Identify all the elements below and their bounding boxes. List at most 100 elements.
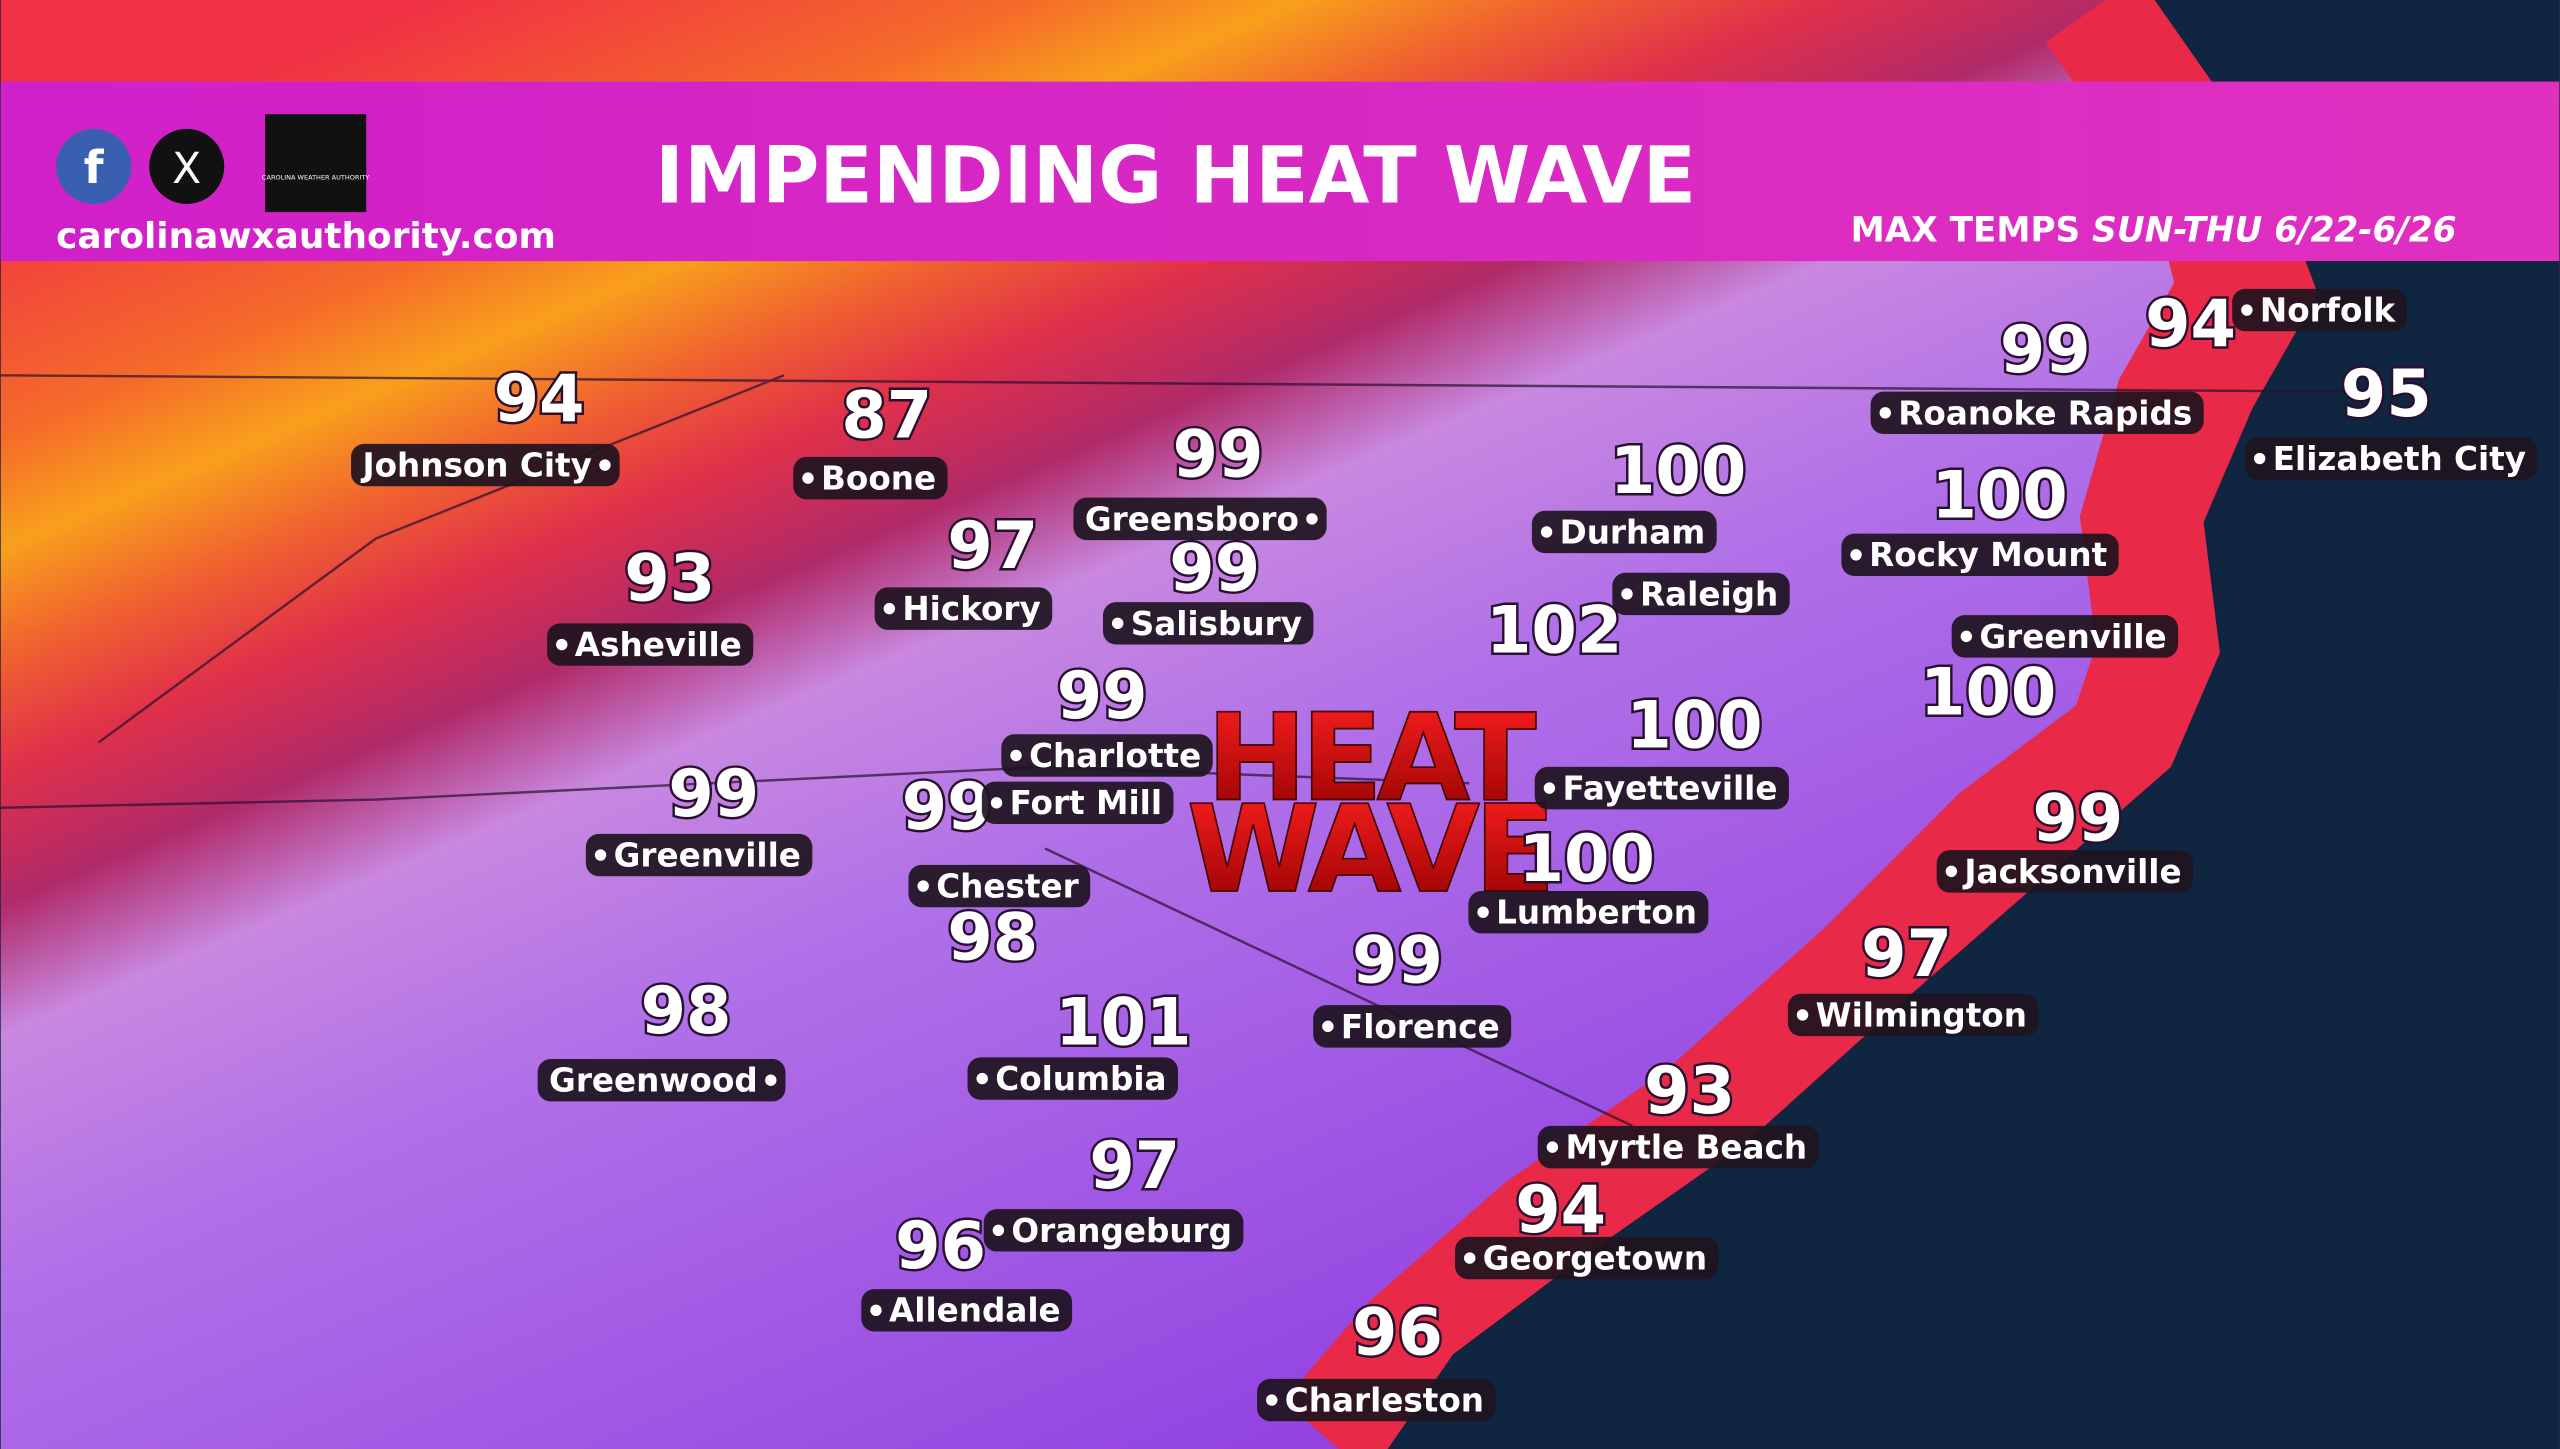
temperature: 93: [1644, 1053, 1735, 1129]
label-pill: [1787, 993, 2039, 1037]
city-label: Orangeburg: [983, 1209, 1244, 1252]
city-label: Allendale: [861, 1289, 1073, 1332]
label-pill: [967, 1057, 1179, 1100]
temperature: 99: [902, 769, 993, 845]
city-name: Wilmington: [1816, 996, 2027, 1034]
city-label: Johnson City: [351, 443, 620, 487]
city-name: Fort Mill: [1010, 784, 1162, 822]
city-label: Hickory: [874, 587, 1053, 630]
city-dot: [556, 638, 568, 651]
city-name: Elizabeth City: [2273, 440, 2526, 478]
facebook-glyph: f: [84, 141, 105, 194]
city-name: Durham: [1560, 513, 1706, 551]
city-label: Salisbury: [1103, 602, 1314, 645]
city-label: Roanoke Rapids: [1870, 391, 2204, 435]
label-pill: [537, 1059, 786, 1102]
city-label: Fayetteville: [1534, 766, 1789, 810]
website[interactable]: carolinawxauthority.com: [56, 216, 556, 257]
temperature: 100: [1519, 821, 1655, 897]
temperature: 99: [2033, 780, 2124, 856]
temperature: 99: [1173, 416, 1264, 492]
city-label: Greenwood: [537, 1059, 786, 1102]
city-name: Charleston: [1285, 1381, 1484, 1419]
city-name: Boone: [821, 460, 936, 498]
title: IMPENDING HEAT WAVE: [655, 130, 1696, 221]
label-pill: [1468, 890, 1709, 934]
logo-text: CAROLINA WEATHER AUTHORITY: [262, 173, 369, 181]
label-pill: [547, 623, 754, 666]
label-pill: [908, 864, 1091, 908]
temperature: 87: [841, 377, 932, 453]
state-borders: [0, 374, 2351, 1128]
label-pill: [983, 1209, 1244, 1252]
logo[interactable]: [265, 114, 367, 213]
temperature: 100: [1610, 433, 1746, 509]
ocean: [1387, 0, 2560, 1449]
city-dot: [1477, 906, 1489, 918]
city-dot: [1322, 1020, 1334, 1033]
city-label: Elizabeth City: [2244, 437, 2538, 480]
temperature: 98: [947, 899, 1038, 975]
city-dot: [802, 472, 814, 484]
city-name: Florence: [1341, 1008, 1500, 1046]
city-label: Norfolk: [2232, 288, 2407, 332]
city-dot: [990, 797, 1003, 809]
city-name: Greensboro: [1085, 500, 1299, 538]
city-name: Hickory: [902, 590, 1040, 628]
label-pill: [1455, 1236, 1719, 1280]
temperature: 95: [2341, 356, 2432, 432]
temperature: 99: [1169, 531, 1260, 607]
label-pill: [1870, 391, 2204, 435]
city-name: Johnson City: [360, 446, 591, 484]
city-name: Chester: [936, 867, 1079, 905]
label-pill: [874, 587, 1053, 630]
city-dot: [992, 1224, 1005, 1237]
temperature: 99: [2000, 312, 2091, 388]
label-pill: [1534, 766, 1789, 810]
city-name: Columbia: [995, 1060, 1166, 1098]
city-dot: [1960, 630, 1973, 643]
city-dot: [1543, 782, 1556, 794]
city-name: Norfolk: [2260, 291, 2397, 329]
city-dot: [1850, 549, 1862, 561]
label-pill: [1103, 602, 1314, 645]
temperature: 96: [895, 1208, 986, 1284]
city-dot: [1796, 1009, 1809, 1021]
label-pill: [861, 1289, 1073, 1332]
label-pill: [351, 443, 620, 487]
city-label: Rocky Mount: [1841, 533, 2119, 577]
subtitle-dates: SUN-THU 6/22-6/26: [2092, 210, 2456, 250]
city-label: Greensboro: [1073, 497, 1327, 541]
city-dot: [594, 849, 607, 861]
city-dot: [870, 1304, 882, 1317]
city-label: Wilmington: [1787, 993, 2039, 1037]
temperature: 100: [1931, 457, 2067, 533]
city-name: Orangeburg: [1011, 1212, 1232, 1250]
city-dot: [2241, 304, 2253, 316]
label-pill: [2232, 288, 2407, 332]
label-pill: [1612, 572, 1790, 616]
heat-banner: WAVE: [1187, 780, 1550, 920]
city-name: Greenwood: [549, 1062, 758, 1100]
city-name: Allendale: [889, 1292, 1061, 1330]
temperature: 100: [1626, 687, 1762, 763]
temperature: 93: [624, 540, 715, 616]
x-glyph: X: [172, 145, 201, 194]
temperature: 96: [1352, 1294, 1443, 1370]
heat-banner: HEAT: [1206, 689, 1536, 829]
header-bar: [0, 81, 2560, 262]
city-dot: [2253, 452, 2266, 465]
facebook-icon[interactable]: [56, 128, 132, 204]
city-label: Lumberton: [1468, 890, 1709, 934]
label-pill: [1936, 850, 2194, 893]
city-label: Greenville: [1951, 615, 2179, 658]
city-label: Charlotte: [1001, 734, 1213, 777]
city-name: Myrtle Beach: [1565, 1129, 1807, 1167]
city-dot: [917, 880, 929, 892]
label-pill: [1313, 1005, 1512, 1048]
x-icon[interactable]: [149, 128, 225, 204]
label-pill: [2244, 437, 2538, 480]
city-label: Jacksonville: [1936, 850, 2194, 893]
city-dot: [1945, 865, 1958, 878]
label-pill: [1841, 533, 2119, 577]
